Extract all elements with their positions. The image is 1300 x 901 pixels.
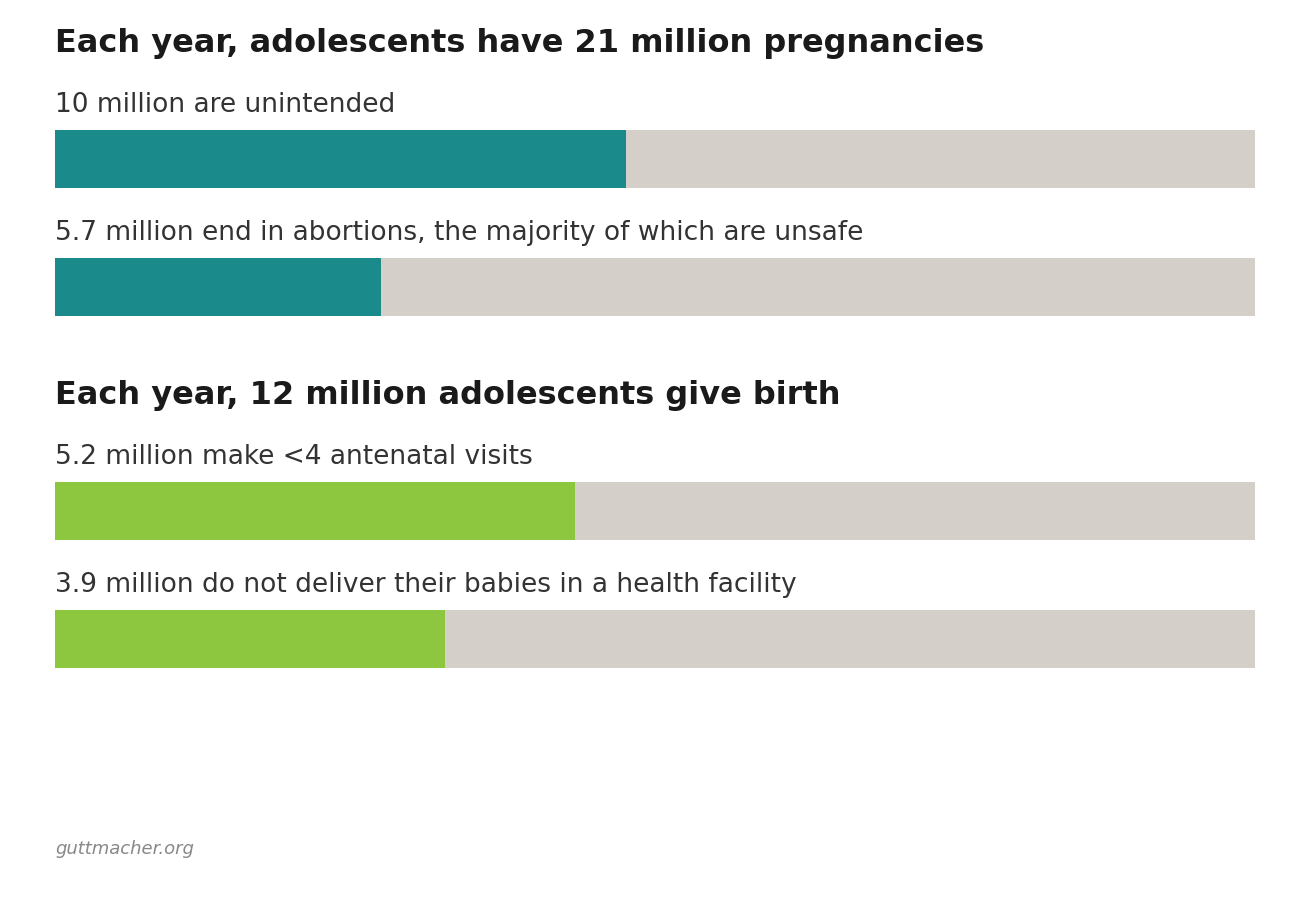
Bar — [55, 258, 381, 316]
Text: 5.2 million make <4 antenatal visits: 5.2 million make <4 antenatal visits — [55, 444, 533, 470]
Bar — [55, 482, 1254, 540]
Bar — [55, 130, 627, 188]
Text: Each year, adolescents have 21 million pregnancies: Each year, adolescents have 21 million p… — [55, 28, 984, 59]
Text: 5.7 million end in abortions, the majority of which are unsafe: 5.7 million end in abortions, the majori… — [55, 220, 863, 246]
Text: 3.9 million do not deliver their babies in a health facility: 3.9 million do not deliver their babies … — [55, 572, 797, 598]
Text: Each year, 12 million adolescents give birth: Each year, 12 million adolescents give b… — [55, 380, 841, 411]
Text: guttmacher.org: guttmacher.org — [55, 840, 194, 858]
Bar — [55, 258, 1254, 316]
Bar — [55, 482, 575, 540]
Bar — [55, 130, 1254, 188]
Text: 10 million are unintended: 10 million are unintended — [55, 92, 395, 118]
Bar — [55, 610, 1254, 668]
Bar — [55, 610, 445, 668]
